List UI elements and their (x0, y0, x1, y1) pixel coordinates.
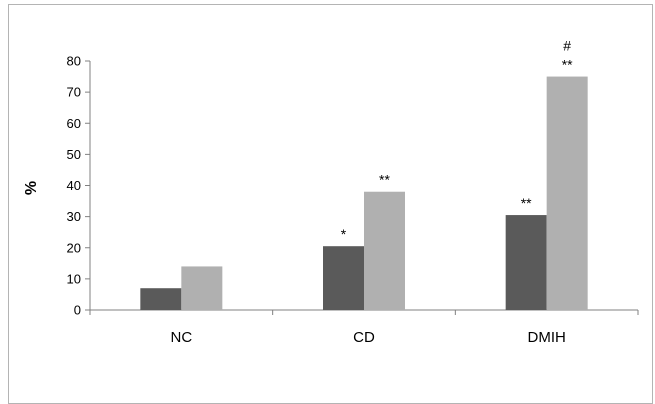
chart-bars (140, 76, 588, 310)
y-tick-label: 30 (67, 209, 81, 224)
bar (140, 288, 182, 310)
bar (505, 215, 547, 310)
bar (323, 246, 364, 310)
y-tick-label: 80 (67, 54, 81, 69)
y-tick-label: 10 (67, 271, 81, 286)
x-tick-label: CD (353, 329, 375, 346)
significance-label: # (563, 38, 571, 54)
y-tick-label: 20 (67, 240, 81, 255)
y-tick-label: 0 (74, 303, 81, 318)
y-tick-label: 70 (67, 85, 81, 100)
chart-frame (8, 4, 653, 404)
bar (364, 191, 405, 310)
significance-label: * (341, 226, 347, 242)
significance-label: ** (379, 172, 390, 188)
x-tick-label: NC (170, 329, 192, 346)
bar (181, 266, 223, 310)
y-tick-label: 60 (67, 116, 81, 131)
significance-label: ** (562, 57, 573, 73)
y-tick-label: 40 (67, 178, 81, 193)
significance-label: ** (521, 195, 532, 211)
y-axis-label: % (23, 181, 40, 195)
bar (546, 76, 588, 310)
y-tick-label: 50 (67, 147, 81, 162)
x-tick-label: DMIH (528, 329, 566, 346)
